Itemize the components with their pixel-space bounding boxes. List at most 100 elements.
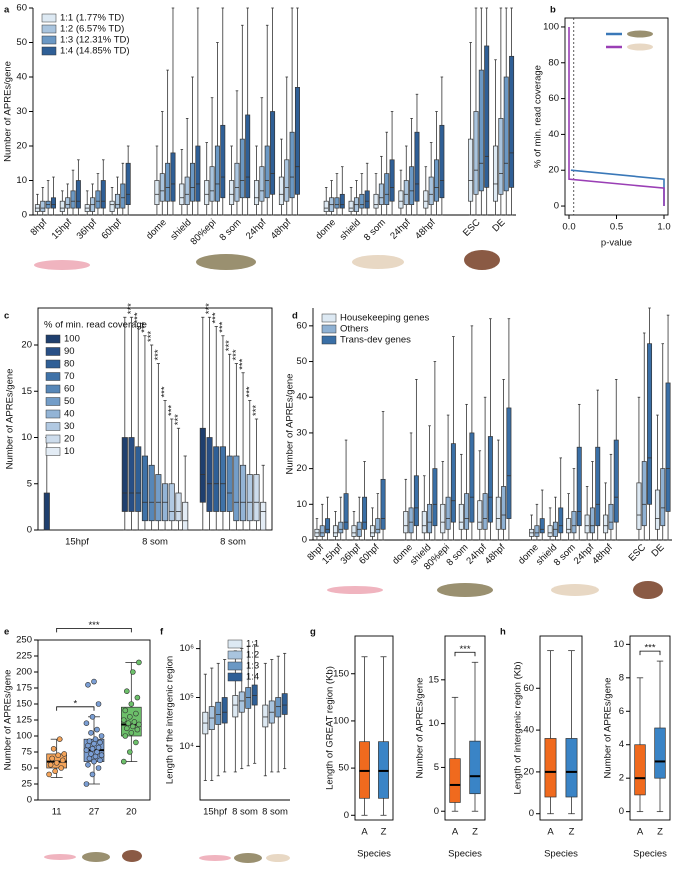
box bbox=[576, 446, 582, 527]
y-tick-label: 10⁴ bbox=[179, 741, 194, 752]
x-tick-label: A bbox=[361, 827, 368, 838]
significance: *** bbox=[166, 405, 177, 416]
box bbox=[501, 486, 507, 530]
box bbox=[445, 496, 451, 530]
box bbox=[603, 514, 609, 534]
box bbox=[509, 55, 515, 188]
box bbox=[539, 518, 545, 534]
y-tick-label: 4 bbox=[619, 739, 624, 750]
bracket bbox=[639, 650, 661, 656]
box bbox=[544, 738, 557, 798]
box bbox=[221, 697, 228, 724]
y-tick-label: 80 bbox=[548, 57, 559, 68]
x-axis-label: Species bbox=[357, 849, 391, 860]
box bbox=[636, 482, 642, 530]
box bbox=[654, 727, 666, 779]
point bbox=[52, 768, 58, 775]
box bbox=[239, 138, 245, 199]
x-axis-label: p-value bbox=[601, 238, 632, 249]
point bbox=[134, 694, 141, 701]
y-tick-label: 0 bbox=[27, 795, 32, 806]
box bbox=[654, 489, 660, 530]
box bbox=[468, 138, 474, 202]
box bbox=[179, 183, 185, 205]
box bbox=[428, 176, 434, 206]
point bbox=[95, 765, 102, 771]
y-tick-label: 200 bbox=[16, 667, 32, 678]
x-tick-label: 8 som bbox=[362, 217, 388, 243]
point bbox=[98, 733, 105, 739]
point bbox=[53, 760, 60, 766]
point bbox=[59, 757, 66, 764]
box bbox=[109, 200, 115, 212]
box bbox=[373, 193, 379, 209]
box bbox=[182, 501, 189, 531]
x-tick-label: DE bbox=[650, 542, 667, 559]
y-tick-label: 30 bbox=[16, 106, 27, 117]
box bbox=[403, 511, 409, 534]
legend-label: 20 bbox=[64, 434, 75, 445]
y-tick-label: 20 bbox=[523, 766, 534, 777]
legend-label: 1:1 (1.77% TD) bbox=[60, 13, 124, 24]
x-tick-label: 8 som bbox=[444, 542, 470, 568]
y-tick-label: 0 bbox=[344, 810, 349, 821]
box bbox=[589, 507, 595, 534]
point bbox=[83, 720, 90, 727]
y-axis-label: Length of the intergenic region bbox=[165, 656, 176, 784]
box bbox=[338, 521, 344, 534]
box bbox=[348, 200, 354, 212]
box bbox=[421, 511, 427, 534]
box bbox=[125, 162, 131, 206]
x-tick-label: 48hpf bbox=[590, 542, 615, 567]
y-tick-label: 10 bbox=[16, 175, 27, 186]
significance: *** bbox=[139, 321, 150, 332]
x-tick-label: 36hpf bbox=[75, 217, 100, 242]
box bbox=[319, 525, 325, 537]
legend-label: Housekeeping genes bbox=[340, 313, 430, 324]
panel-label: f bbox=[160, 627, 164, 638]
point bbox=[128, 729, 135, 736]
box bbox=[281, 693, 288, 715]
y-tick-label: 100 bbox=[16, 731, 32, 742]
box bbox=[195, 145, 201, 202]
legend-label: Others bbox=[340, 324, 369, 335]
y-tick-label: 10⁶ bbox=[180, 643, 195, 654]
y-tick-label: 8 bbox=[619, 672, 624, 683]
box bbox=[498, 118, 504, 195]
point bbox=[94, 726, 100, 733]
box bbox=[408, 507, 414, 534]
box bbox=[458, 503, 464, 530]
legend-swatch bbox=[45, 347, 61, 356]
box bbox=[170, 152, 176, 202]
point bbox=[88, 751, 94, 757]
point bbox=[58, 765, 65, 771]
y-tick-label: 10 bbox=[21, 432, 32, 443]
x-tick-label: 60hpf bbox=[99, 217, 124, 242]
significance: *** bbox=[153, 349, 164, 360]
box bbox=[647, 343, 653, 505]
box bbox=[100, 180, 106, 209]
legend-label: 70 bbox=[64, 371, 75, 382]
box bbox=[59, 200, 65, 212]
box bbox=[275, 697, 282, 718]
panel-label: h bbox=[500, 627, 506, 638]
y-tick-label: 15 bbox=[428, 674, 439, 685]
significance: *** bbox=[224, 340, 235, 351]
legend-label: 1:2 (6.57% TD) bbox=[60, 24, 124, 35]
x-tick-label: 8 som bbox=[220, 537, 246, 548]
x-tick-label: 15hpf bbox=[320, 542, 345, 567]
x-tick-label: 48hpf bbox=[413, 217, 438, 242]
legend-label: 100 bbox=[64, 334, 80, 345]
legend-icon bbox=[627, 43, 653, 51]
y-axis-label: Number of APREs/gene bbox=[415, 678, 426, 779]
box bbox=[378, 183, 384, 205]
x-tick-label: 20 bbox=[126, 807, 137, 818]
bracket bbox=[56, 628, 132, 633]
legend-swatch bbox=[227, 661, 243, 671]
x-tick-label: 8 som bbox=[262, 807, 288, 818]
box bbox=[665, 382, 671, 512]
x-axis-label: Species bbox=[544, 849, 578, 860]
point bbox=[127, 749, 133, 755]
box bbox=[284, 159, 290, 202]
legend-label: 1:4 (14.85% TD) bbox=[60, 46, 130, 57]
